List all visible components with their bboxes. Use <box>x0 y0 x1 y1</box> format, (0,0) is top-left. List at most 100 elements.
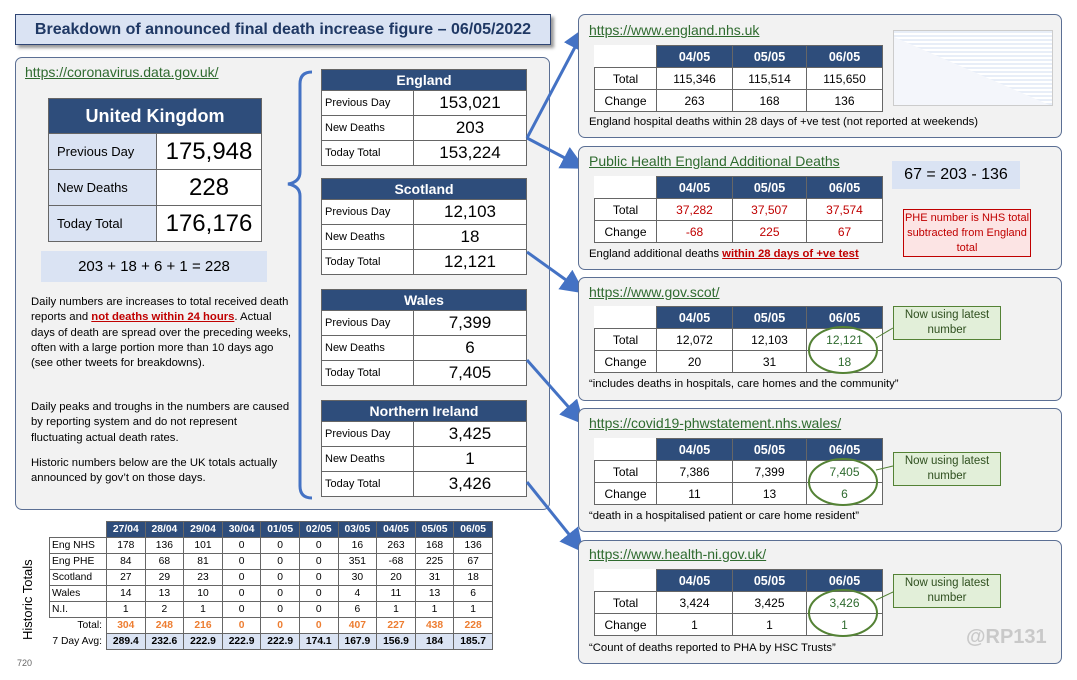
history-cell: 29 <box>144 569 185 586</box>
cell: 18 <box>806 350 883 373</box>
caption-text: England additional deaths <box>589 248 723 260</box>
avg-cell: 174.1 <box>298 633 339 650</box>
cell: 3,424 <box>656 591 733 614</box>
history-cell: 23 <box>183 569 223 586</box>
nation-row-label: Previous Day <box>321 310 414 336</box>
total-cell: 407 <box>337 617 378 634</box>
phe-source-link[interactable]: Public Health England Additional Deaths <box>589 153 840 169</box>
nation-table-scotland: Scotland Previous Day 12,103 New Deaths 18… <box>321 178 527 275</box>
uk-source-link[interactable]: https://coronavirus.data.gov.uk/ <box>25 64 219 80</box>
uk-row-value: 175,948 <box>156 133 262 170</box>
cell: 37,282 <box>656 198 733 221</box>
date-header: 06/05 <box>806 45 883 68</box>
history-cell: 0 <box>221 569 262 586</box>
total-cell: 248 <box>144 617 185 634</box>
history-cell: 84 <box>106 553 146 570</box>
nation-table-england: England Previous Day 153,021 New Deaths 20… <box>321 69 527 166</box>
nation-row-value: 3,425 <box>413 421 527 447</box>
history-cell: 1 <box>376 601 416 618</box>
row-label: Total <box>594 328 657 351</box>
date-header: 04/05 <box>656 306 733 329</box>
avg-cell: 184 <box>414 633 455 650</box>
table-row: Eng PHE 84 68 81 0 0 0 351 -68 225 67 <box>49 553 493 570</box>
total-cell: 438 <box>414 617 455 634</box>
cell: 263 <box>656 89 733 112</box>
wales-table: 04/05 05/05 06/05 Total 7,386 7,399 7,405 Cha… <box>594 438 883 505</box>
row-label: Total <box>594 460 657 483</box>
history-cell: 1 <box>183 601 223 618</box>
date-header: 04/05 <box>656 176 733 199</box>
cell: 7,399 <box>732 460 807 483</box>
cell: 6 <box>806 482 883 505</box>
history-cell: 0 <box>298 553 339 570</box>
note-text: Daily numbers are increases to total rec… <box>31 296 289 324</box>
history-cell: 0 <box>221 553 262 570</box>
history-date: 04/05 <box>376 521 416 538</box>
history-cell: 0 <box>221 601 262 618</box>
note-highlight: not deaths within 24 hours <box>91 311 235 324</box>
nhs-table: 04/05 05/05 06/05 Total 115,346 115,514 115,6… <box>594 45 883 112</box>
date-header: 06/05 <box>806 306 883 329</box>
nhs-source-link[interactable]: https://www.england.nhs.uk <box>589 22 760 38</box>
table-row: Scotland 27 29 23 0 0 0 30 20 31 18 <box>49 569 493 586</box>
history-cell: 11 <box>376 585 416 602</box>
nation-row-label: Previous Day <box>321 90 414 116</box>
history-cell: 0 <box>298 601 339 618</box>
uk-row-value: 176,176 <box>156 205 262 242</box>
cell: 12,103 <box>732 328 807 351</box>
history-date: 02/05 <box>298 521 339 538</box>
cell: 1 <box>806 613 883 636</box>
total-cell: 227 <box>376 617 416 634</box>
history-cell: 0 <box>221 537 262 554</box>
cell: 1 <box>656 613 733 636</box>
date-header: 05/05 <box>732 306 807 329</box>
scot-source-link[interactable]: https://www.gov.scot/ <box>589 284 720 300</box>
history-cell: 4 <box>337 585 378 602</box>
history-cell: 0 <box>298 537 339 554</box>
cell: 7,405 <box>806 460 883 483</box>
nhs-caption: England hospital deaths within 28 days o… <box>589 116 979 128</box>
total-cell: 304 <box>106 617 146 634</box>
uk-header: United Kingdom <box>48 98 262 134</box>
history-date: 30/04 <box>221 521 262 538</box>
total-cell: 0 <box>298 617 339 634</box>
total-label: Total: <box>49 617 107 634</box>
note-paragraph-2: Daily peaks and troughs in the numbers a… <box>31 401 290 444</box>
cell: 115,514 <box>732 67 807 90</box>
nation-row-value: 18 <box>413 224 527 250</box>
history-cell: 0 <box>260 585 300 602</box>
history-row-label: Scotland <box>49 569 107 586</box>
history-cell: 0 <box>260 601 300 618</box>
nation-row-value: 3,426 <box>413 471 527 497</box>
cell: 115,346 <box>656 67 733 90</box>
history-cell: 2 <box>144 601 185 618</box>
cell: 12,121 <box>806 328 883 351</box>
phe-caption: England additional deaths within 28 days… <box>589 248 859 260</box>
nation-table-wales: Wales Previous Day 7,399 New Deaths 6 Toda… <box>321 289 527 386</box>
nation-row-value: 12,103 <box>413 199 527 225</box>
cell: 115,650 <box>806 67 883 90</box>
history-cell: 27 <box>106 569 146 586</box>
phe-formula: 67 = 203 - 136 <box>892 161 1020 189</box>
history-cell: 6 <box>453 585 493 602</box>
arrow-line <box>526 250 585 294</box>
history-row-label: Eng NHS <box>49 537 107 554</box>
ni-source-link[interactable]: https://www.health-ni.gov.uk/ <box>589 546 767 562</box>
cell: 1 <box>732 613 807 636</box>
avg-cell: 185.7 <box>453 633 493 650</box>
date-header: 05/05 <box>732 438 807 461</box>
avg-cell: 222.9 <box>260 633 300 650</box>
cell: 12,072 <box>656 328 733 351</box>
wales-source-link[interactable]: https://covid19-phwstatement.nhs.wales/ <box>589 415 842 431</box>
cell: 37,574 <box>806 198 883 221</box>
avg-cell: 289.4 <box>106 633 146 650</box>
watermark: @RP131 <box>966 626 1047 648</box>
arrow-line <box>525 359 584 425</box>
history-cell: 20 <box>376 569 416 586</box>
table-row: Wales 14 13 10 0 0 0 4 11 13 6 <box>49 585 493 602</box>
date-header: 06/05 <box>806 176 883 199</box>
history-cell: 68 <box>144 553 185 570</box>
scot-table: 04/05 05/05 06/05 Total 12,072 12,103 12,121 … <box>594 306 883 373</box>
cell: 13 <box>732 482 807 505</box>
status-badge: Now using latest number <box>893 574 1001 608</box>
